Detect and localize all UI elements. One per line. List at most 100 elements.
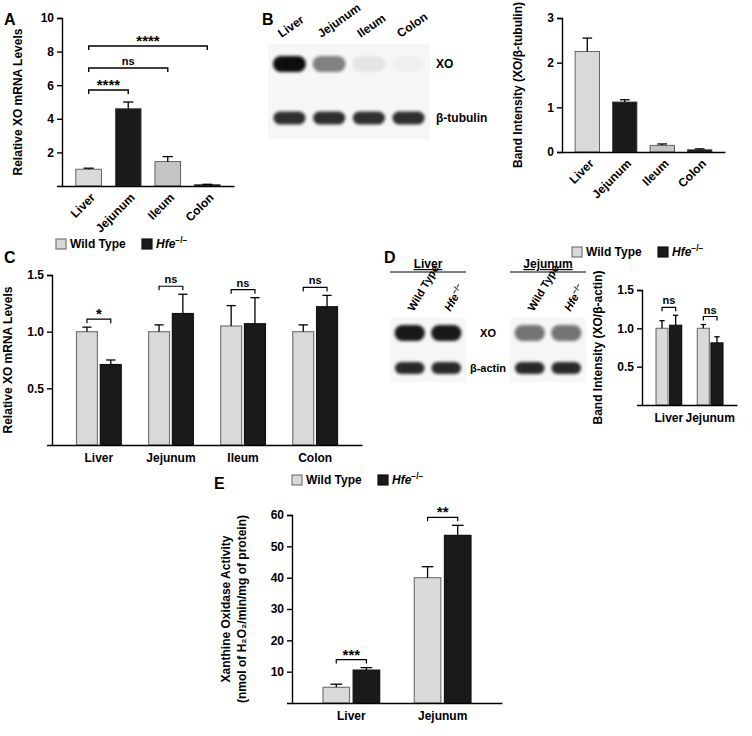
x-tick: Jejunum [93,191,138,236]
x-tick-label: Liver [68,190,98,220]
y-tick-label: 1.5 [27,268,44,282]
bar [613,102,637,152]
y-axis-title: Band Intensity (XO/β-actin) [591,270,605,424]
significance-bracket [231,290,255,294]
blot-band [431,325,461,341]
blot [510,318,586,382]
error-cap [673,315,678,316]
y-tick-label: 30 [271,602,285,616]
bar [688,150,712,152]
plot-area [575,38,712,152]
y-tick-mark [557,152,562,153]
bar [76,332,97,445]
blot-background [390,318,466,382]
x-tick-label: Liver [655,411,684,425]
error-bar [158,325,159,332]
significance-bracket [89,68,168,72]
x-tick-label: Colon [298,451,332,465]
y-tick: 0 [547,145,562,159]
x-tick: Jejunum [418,709,467,723]
error-cap [202,184,212,185]
y-tick: 30 [271,602,292,616]
error-cap [582,37,592,38]
y-tick-mark [47,331,52,332]
y-tick-label: 3 [547,11,554,25]
error-bar [128,102,129,109]
y-tick-label: 4 [47,112,54,126]
error-cap [620,99,630,100]
y-axis-title: Band Intensity (XO/β-tubulin) [511,2,525,168]
error-cap [452,525,464,526]
y-tick-label: 10 [271,665,285,679]
blot [390,318,466,382]
x-tick-label: Jejunum [685,411,734,425]
y-tick-mark [287,609,292,610]
x-tick: Ileum [145,191,177,223]
x-tick: Ileum [640,157,672,189]
x-tick-label: Ileum [145,191,177,223]
text-part: Hfe [392,473,412,487]
y-tick-mark [57,85,62,86]
significance-label: ns [704,304,717,316]
y-tick-mark [637,328,642,329]
legend-label: Hfe−/− [392,471,424,487]
plot-area [656,315,723,405]
y-axis-title: Relative XO mRNA Levels [1,286,15,433]
bar [323,687,350,703]
error-bar [675,315,676,325]
x-tick-label: Liver [337,709,366,723]
significance-bracket [159,286,183,290]
error-bar [254,298,255,324]
error-cap [178,294,187,295]
y-tick: 1.5 [617,283,642,297]
row-label: β-tubulin [436,111,487,125]
error-bar [86,327,87,332]
bar [697,328,709,405]
x-tick: Liver [337,709,366,723]
error-cap [84,168,94,169]
x-tick: Jejunum [146,451,195,465]
x-tick: Jejunum [685,411,734,425]
x-tick: Ileum [227,451,258,465]
legend-swatch [572,247,582,257]
x-axis: LiverJejunumIleumColon [63,187,235,236]
bar [172,314,193,445]
y-tick-label: 50 [271,540,285,554]
x-tick-label: Colon [675,157,709,191]
x-tick: Liver [85,451,114,465]
y-tick-label: 2 [547,56,554,70]
legend-label: Wild Type [306,473,362,487]
y-tick: 1.5 [27,268,52,282]
blot-band [392,112,424,125]
blot [268,44,430,139]
y-tick-mark [557,107,562,108]
significance-label: ns [122,55,135,67]
x-tick: Liver [68,190,98,220]
text-part: −/− [569,281,583,296]
bar [444,535,471,703]
y-tick: 1.0 [27,325,52,339]
legend: Wild Type Hfe−/− [292,471,424,487]
legend: Wild TypeHfe−/− [56,235,188,251]
y-tick-mark [287,546,292,547]
y-tick: 20 [271,634,292,648]
legend-swatch [56,239,66,249]
blot-band [515,362,545,374]
blot-band [313,112,345,125]
error-cap [695,148,705,149]
blot-band [392,56,425,72]
x-tick-label: Jejunum [589,157,634,202]
legend-label: Hfe−/− [156,235,188,251]
error-cap [163,156,173,157]
blot-band [395,325,425,341]
x-axis-line [63,186,235,187]
y-axis-line [57,19,63,187]
y-tick-label: 60 [271,508,285,522]
error-bar [587,38,588,51]
y-tick-mark [637,290,642,291]
text-part: −/− [691,243,703,253]
lane-label: Wild Type [405,263,441,313]
panel-label: C [4,249,16,266]
y-tick-mark [47,388,52,389]
x-tick-label: Ileum [227,451,258,465]
